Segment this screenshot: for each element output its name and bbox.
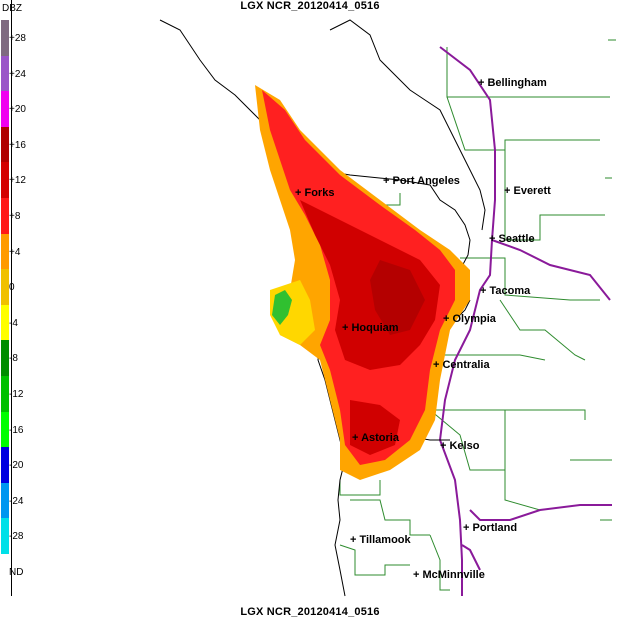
legend-swatch xyxy=(1,198,9,234)
city-tacoma: + Tacoma xyxy=(480,285,531,297)
city-port-angeles: + Port Angeles xyxy=(383,175,460,187)
legend-swatch xyxy=(1,340,9,376)
map-title: LGX NCR_20120414_0516 xyxy=(240,0,380,12)
legend-label: -24 xyxy=(9,495,24,507)
legend-label: +8 xyxy=(9,211,21,222)
legend-label: +16 xyxy=(9,139,26,151)
legend-label: +28 xyxy=(9,33,26,44)
legend-swatch xyxy=(1,411,9,448)
legend-swatch xyxy=(1,91,9,127)
city-portland: + Portland xyxy=(463,522,517,534)
highways xyxy=(438,46,612,596)
legend-swatch xyxy=(1,162,9,198)
city-bellingham: + Bellingham xyxy=(478,77,547,89)
legend-swatch xyxy=(1,482,9,519)
legend-label: -8 xyxy=(9,353,18,365)
city-forks: + Forks xyxy=(295,187,334,199)
city-mcminnville: + McMinnville xyxy=(413,569,485,581)
legend-swatch xyxy=(1,233,9,270)
legend-label: -12 xyxy=(9,389,24,400)
legend-label: 0 xyxy=(9,282,15,294)
legend-swatch xyxy=(1,376,9,412)
city-labels: + Bellingham + Port Angeles + Forks + Ev… xyxy=(295,77,551,581)
legend-label: -28 xyxy=(9,531,24,543)
legend-label: -4 xyxy=(9,317,18,329)
legend-label: -20 xyxy=(9,460,24,472)
legend-swatch xyxy=(1,447,9,483)
legend-label: ND xyxy=(9,567,24,578)
legend-unit-label: DBZ xyxy=(2,3,22,14)
legend-label: +4 xyxy=(9,246,21,258)
legend-swatch xyxy=(1,554,9,590)
city-seattle: + Seattle xyxy=(489,233,535,245)
radar-echoes xyxy=(255,85,470,480)
city-tillamook: + Tillamook xyxy=(350,534,412,546)
legend-swatch xyxy=(1,55,9,92)
city-everett: + Everett xyxy=(504,185,551,197)
legend-swatch xyxy=(1,269,9,305)
legend-label: +12 xyxy=(9,175,26,187)
legend-swatch xyxy=(1,20,9,56)
legend-label: +20 xyxy=(9,104,26,116)
legend-swatch xyxy=(1,518,9,554)
city-centralia: + Centralia xyxy=(433,359,490,371)
legend-label: +24 xyxy=(9,68,26,80)
legend-label: -16 xyxy=(9,424,24,436)
city-hoquiam: + Hoquiam xyxy=(342,322,399,334)
map-title-bottom: LGX NCR_20120414_0516 xyxy=(240,606,380,618)
dbz-legend: DBZ +28 +24 +20 +16 +12 +8 +4 0 -4 -8 -12 -16 -20 -24 -… xyxy=(0,0,26,596)
legend-swatch xyxy=(1,304,9,341)
city-kelso: + Kelso xyxy=(440,440,480,452)
legend-swatch xyxy=(1,126,9,163)
city-olympia: + Olympia xyxy=(443,313,497,325)
city-astoria: + Astoria xyxy=(352,432,400,444)
